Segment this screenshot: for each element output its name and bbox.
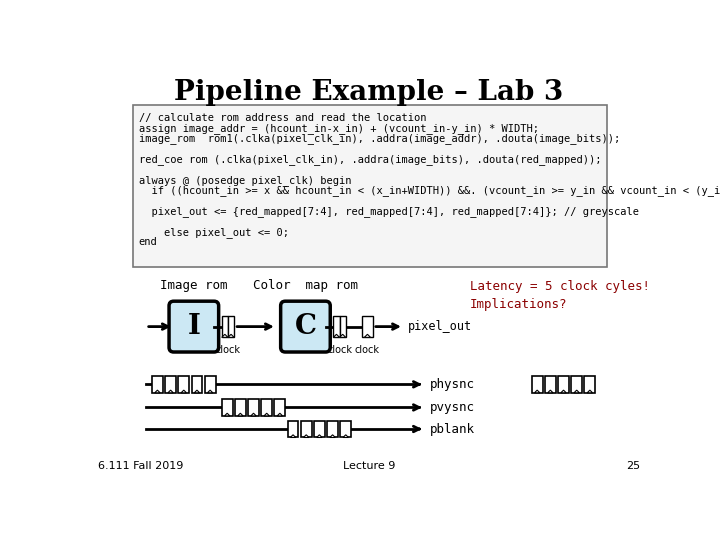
Bar	[341, 421, 351, 437]
Bar	[532, 376, 543, 393]
Bar	[274, 399, 285, 416]
Text: pixel_out <= {red_mapped[7:4], red_mapped[7:4], red_mapped[7:4]}; // greyscale: pixel_out <= {red_mapped[7:4], red_mappe…	[139, 206, 639, 217]
Polygon shape	[343, 435, 348, 437]
Polygon shape	[264, 413, 269, 416]
Bar	[571, 376, 582, 393]
Text: Image rom: Image rom	[160, 279, 228, 292]
Text: Lecture 9: Lecture 9	[343, 461, 395, 471]
Bar	[340, 316, 346, 338]
Polygon shape	[181, 390, 186, 393]
Polygon shape	[228, 334, 234, 338]
Text: // calculate rom address and read the location: // calculate rom address and read the lo…	[139, 112, 426, 123]
Text: I: I	[187, 313, 200, 340]
Text: end: end	[139, 237, 158, 247]
Polygon shape	[222, 334, 228, 338]
Text: C: C	[294, 313, 317, 340]
Bar	[179, 376, 189, 393]
FancyBboxPatch shape	[132, 105, 607, 267]
Bar	[558, 376, 569, 393]
Polygon shape	[364, 334, 371, 338]
Polygon shape	[561, 390, 566, 393]
Polygon shape	[534, 390, 540, 393]
Text: Latency = 5 clock cyles!
Implications?: Latency = 5 clock cyles! Implications?	[469, 280, 649, 312]
Polygon shape	[194, 390, 199, 393]
Polygon shape	[333, 334, 340, 338]
Text: else pixel_out <= 0;: else pixel_out <= 0;	[139, 227, 289, 238]
Polygon shape	[317, 435, 322, 437]
Polygon shape	[238, 413, 243, 416]
Text: physnc: physnc	[429, 378, 474, 391]
Text: assign image_addr = (hcount_in-x_in) + (vcount_in-y_in) * WIDTH;: assign image_addr = (hcount_in-x_in) + (…	[139, 123, 539, 134]
Bar	[222, 316, 228, 338]
Polygon shape	[207, 390, 213, 393]
Bar	[314, 421, 325, 437]
Text: Color  map rom: Color map rom	[253, 279, 358, 292]
Bar	[362, 316, 373, 338]
Polygon shape	[251, 413, 256, 416]
Text: clock: clock	[327, 345, 352, 355]
Bar	[192, 376, 202, 393]
Bar	[235, 399, 246, 416]
Text: red_coe rom (.clka(pixel_clk_in), .addra(image_bits), .douta(red_mapped));: red_coe rom (.clka(pixel_clk_in), .addra…	[139, 154, 601, 165]
Polygon shape	[588, 390, 593, 393]
Bar	[261, 399, 272, 416]
Text: 25: 25	[626, 461, 640, 471]
Text: clock: clock	[355, 345, 380, 355]
Polygon shape	[574, 390, 580, 393]
Bar	[248, 399, 259, 416]
Bar	[165, 376, 176, 393]
Polygon shape	[304, 435, 309, 437]
Bar	[204, 376, 215, 393]
Text: 6.111 Fall 2019: 6.111 Fall 2019	[98, 461, 183, 471]
FancyBboxPatch shape	[281, 301, 330, 352]
Text: pixel_out: pixel_out	[408, 320, 472, 333]
Polygon shape	[277, 413, 282, 416]
Bar	[228, 316, 234, 338]
Bar	[545, 376, 556, 393]
Bar	[333, 316, 340, 338]
Bar	[222, 399, 233, 416]
Polygon shape	[290, 435, 296, 437]
Bar	[327, 421, 338, 437]
Polygon shape	[155, 390, 160, 393]
Text: pvysnc: pvysnc	[429, 401, 474, 414]
Bar	[152, 376, 163, 393]
Text: image_rom  rom1(.clka(pixel_clk_in), .addra(image_addr), .douta(image_bits));: image_rom rom1(.clka(pixel_clk_in), .add…	[139, 133, 620, 144]
Polygon shape	[225, 413, 230, 416]
Text: if ((hcount_in >= x && hcount_in < (x_in+WIDTH)) &&. (vcount_in >= y_in && vcoun: if ((hcount_in >= x && hcount_in < (x_in…	[139, 185, 720, 196]
Bar	[585, 376, 595, 393]
Polygon shape	[168, 390, 174, 393]
Bar	[301, 421, 312, 437]
Bar	[287, 421, 299, 437]
Polygon shape	[548, 390, 553, 393]
Text: pblank: pblank	[429, 422, 474, 436]
Polygon shape	[330, 435, 336, 437]
Text: clock: clock	[215, 345, 240, 355]
Text: always @ (posedge pixel_clk) begin: always @ (posedge pixel_clk) begin	[139, 175, 351, 186]
FancyBboxPatch shape	[169, 301, 219, 352]
Text: Pipeline Example – Lab 3: Pipeline Example – Lab 3	[174, 79, 564, 106]
Polygon shape	[340, 334, 346, 338]
